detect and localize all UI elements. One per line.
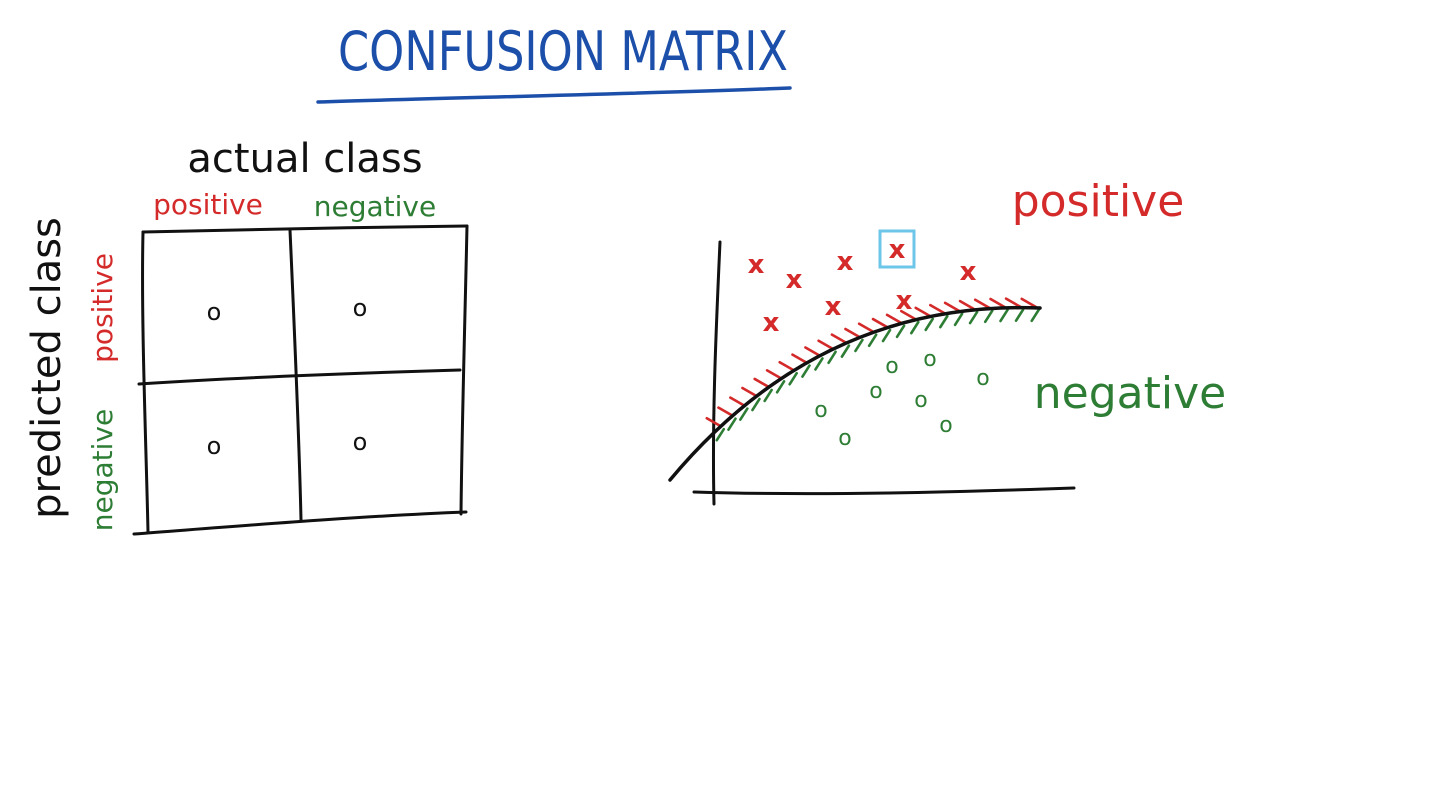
positive-marker: x <box>786 265 803 295</box>
negative-hatch-mark <box>895 324 906 339</box>
scatter-axes <box>692 240 1076 506</box>
negative-hatch-mark <box>881 328 892 343</box>
positive-hatch-mark <box>943 301 961 313</box>
negative-hatch-mark <box>727 417 737 431</box>
column-label-negative: negative <box>314 190 436 223</box>
column-label-positive: positive <box>153 188 263 221</box>
positive-hatch-mark <box>765 369 783 380</box>
positive-hatch-mark <box>899 309 917 321</box>
negative-hatch-mark <box>909 320 920 335</box>
positive-marker: x <box>748 250 765 280</box>
negative-hatch-mark <box>939 314 949 329</box>
positive-hatch-mark <box>885 313 903 325</box>
positive-hatch-mark <box>804 346 821 357</box>
cell-fn: o <box>207 432 222 460</box>
negative-hatch-mark <box>1014 308 1025 322</box>
negative-hatch-mark <box>763 388 773 403</box>
positive-hatch-mark <box>989 297 1006 309</box>
positive-hatch-mark <box>717 406 734 417</box>
positive-hatch-mark <box>1004 297 1022 308</box>
negative-hatch-mark <box>751 397 761 412</box>
column-header: actual class <box>187 136 422 182</box>
positive-hatch-mark <box>778 360 795 372</box>
negative-hatch-mark <box>983 309 994 324</box>
cell-fp: o <box>353 294 368 322</box>
positive-marker: x <box>889 235 906 265</box>
negative-marker: o <box>976 366 989 391</box>
cell-tn: o <box>353 428 368 456</box>
negative-marker: o <box>885 354 898 379</box>
positive-marker: x <box>837 247 854 277</box>
decision-boundary <box>668 305 1042 482</box>
negative-hatch-mark <box>801 364 811 378</box>
negative-marker: o <box>838 426 851 451</box>
negative-marker: o <box>914 388 927 413</box>
positive-hatch-mark <box>844 327 861 339</box>
positive-marker: x <box>763 308 780 338</box>
matrix-grid <box>132 224 469 536</box>
row-label-negative: negative <box>86 409 119 531</box>
negative-hatch-mark <box>999 308 1009 323</box>
positive-hatching <box>705 297 1038 428</box>
row-header: predicted class <box>24 217 70 519</box>
region-label-negative: negative <box>1034 368 1226 419</box>
negative-hatch-mark <box>867 333 878 348</box>
negative-hatch-mark <box>827 350 837 365</box>
positive-hatch-mark <box>791 353 808 364</box>
positive-hatch-mark <box>705 416 723 428</box>
negative-hatch-mark <box>924 317 935 332</box>
positive-hatch-mark <box>830 333 848 344</box>
positive-hatch-mark <box>958 299 976 311</box>
negative-hatch-mark <box>854 338 864 353</box>
negative-marker: o <box>814 398 827 423</box>
negative-hatch-mark <box>814 357 824 371</box>
positive-hatch-mark <box>929 303 946 315</box>
region-label-positive: positive <box>1012 176 1185 227</box>
page-title: CONFUSION MATRIX <box>338 20 788 83</box>
negative-hatch-mark <box>840 344 851 358</box>
positive-hatch-mark <box>871 317 889 329</box>
positive-hatch-mark <box>729 396 746 407</box>
positive-hatch-mark <box>857 322 875 334</box>
negative-hatch-mark <box>788 371 798 386</box>
negative-marker: o <box>939 413 952 438</box>
positive-hatch-mark <box>753 377 770 389</box>
negative-hatch-mark <box>1030 308 1041 323</box>
negative-marker: o <box>869 379 882 404</box>
positive-marker: x <box>825 292 842 322</box>
cell-tp: o <box>207 298 222 326</box>
positive-hatch-mark <box>914 306 932 318</box>
positive-hatch-mark <box>973 298 991 310</box>
positive-hatch-mark <box>817 339 834 351</box>
negative-hatch-mark <box>739 407 749 421</box>
negative-hatch-mark <box>953 312 964 327</box>
positive-marker: x <box>960 257 977 287</box>
positive-hatch-mark <box>1020 297 1038 309</box>
title-underline <box>316 86 792 104</box>
negative-hatch-mark <box>775 380 786 394</box>
positive-marker: x <box>896 286 913 316</box>
negative-hatch-mark <box>968 310 979 325</box>
row-label-positive: positive <box>86 253 119 363</box>
negative-marker: o <box>923 347 936 372</box>
highlight-box <box>878 229 916 269</box>
positive-hatch-mark <box>741 386 758 398</box>
negative-hatching <box>715 308 1041 442</box>
negative-hatch-mark <box>715 427 726 442</box>
